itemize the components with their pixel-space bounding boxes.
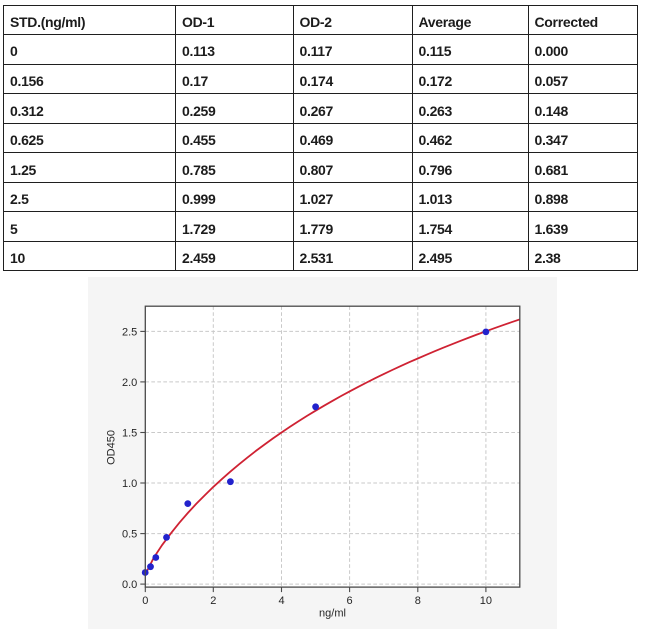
svg-text:1.0: 1.0 (122, 478, 137, 490)
svg-text:6: 6 (346, 594, 352, 606)
svg-text:0: 0 (142, 594, 148, 606)
svg-text:2: 2 (210, 594, 216, 606)
svg-text:0.0: 0.0 (122, 579, 137, 591)
svg-text:0.5: 0.5 (122, 528, 137, 540)
svg-text:2.0: 2.0 (122, 376, 137, 388)
svg-text:ng/ml: ng/ml (319, 607, 346, 619)
svg-text:4: 4 (278, 594, 284, 606)
svg-text:OD450: OD450 (105, 430, 117, 465)
svg-text:8: 8 (414, 594, 420, 606)
svg-text:1.5: 1.5 (122, 427, 137, 439)
svg-text:2.5: 2.5 (122, 326, 137, 338)
svg-text:10: 10 (479, 594, 491, 606)
